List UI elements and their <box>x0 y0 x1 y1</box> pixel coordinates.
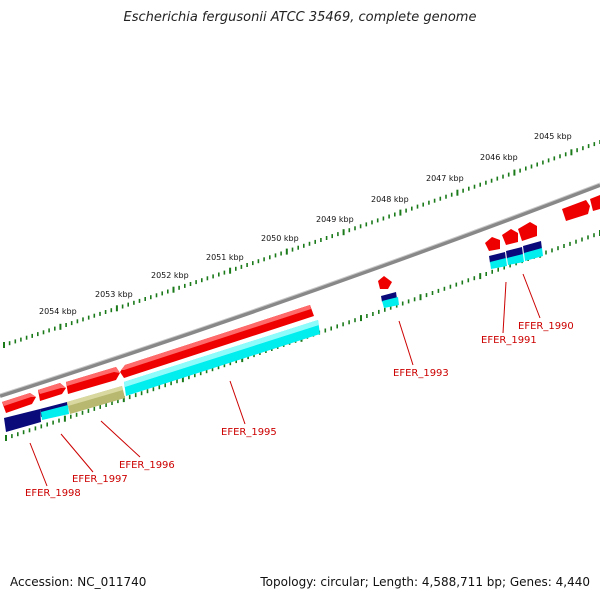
scale-label-2053: 2053 kbp <box>95 290 133 299</box>
scale-label-2047: 2047 kbp <box>426 174 464 183</box>
gene-feature[interactable] <box>382 297 399 308</box>
genome-backbone <box>0 183 600 398</box>
scale-label-2045: 2045 kbp <box>534 132 572 141</box>
gene-label-efer-1998[interactable]: EFER_1998 <box>25 488 81 499</box>
gene-label-efer-1996[interactable]: EFER_1996 <box>119 460 175 471</box>
gene-labels: EFER_1990 EFER_1991 EFER_1993 EFER_1995 … <box>25 321 574 499</box>
scale-label-2050: 2050 kbp <box>261 234 299 243</box>
gene-label-efer-1995[interactable]: EFER_1995 <box>221 427 277 438</box>
scale-label-2052: 2052 kbp <box>151 271 189 280</box>
scale-minor-ticks <box>3 140 600 348</box>
strand-block <box>523 241 542 254</box>
scale-label-2049: 2049 kbp <box>316 215 354 224</box>
gene-label-efer-1993[interactable]: EFER_1993 <box>393 368 449 379</box>
cds-feature[interactable] <box>518 222 537 241</box>
strand-block <box>4 409 41 432</box>
genome-title: Escherichia fergusonii ATCC 35469, compl… <box>123 10 477 25</box>
scale-label-2046: 2046 kbp <box>480 153 518 162</box>
scale-label-2051: 2051 kbp <box>206 253 244 262</box>
scale-labels: 2045 kbp 2046 kbp 2047 kbp 2048 kbp 2049… <box>39 132 572 316</box>
label-leaders <box>29 273 541 487</box>
gene-feature[interactable] <box>507 254 524 265</box>
accession-text: Accession: NC_011740 <box>10 575 147 589</box>
gene-feature[interactable] <box>490 258 507 269</box>
cds-feature[interactable] <box>562 200 590 221</box>
cds-feature[interactable] <box>502 229 518 245</box>
gene-feature[interactable] <box>524 248 543 261</box>
scale-label-2054: 2054 kbp <box>39 307 77 316</box>
cds-feature[interactable] <box>378 276 392 289</box>
gene-features <box>41 248 543 420</box>
scale-label-2048: 2048 kbp <box>371 195 409 204</box>
cds-feature[interactable] <box>485 237 500 251</box>
gene-feature[interactable] <box>41 405 69 420</box>
genome-summary-text: Topology: circular; Length: 4,588,711 bp… <box>260 575 590 589</box>
gene-label-efer-1991[interactable]: EFER_1991 <box>481 335 537 346</box>
gene-label-efer-1990[interactable]: EFER_1990 <box>518 321 574 332</box>
forward-cds-features <box>2 195 600 413</box>
cds-feature[interactable] <box>590 195 600 211</box>
gene-label-efer-1997[interactable]: EFER_1997 <box>72 474 128 485</box>
